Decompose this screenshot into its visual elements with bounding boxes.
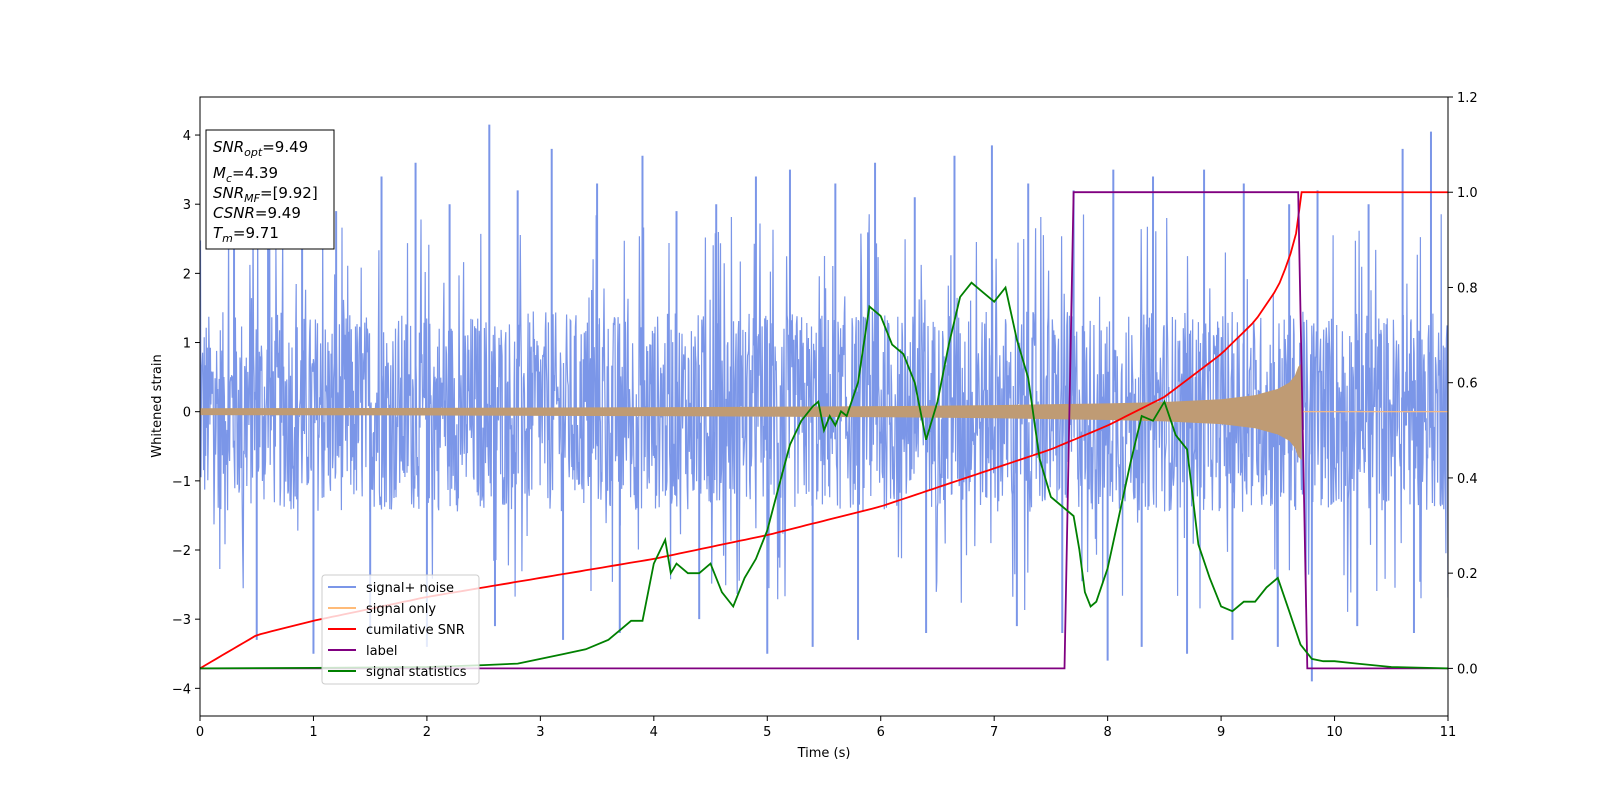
x-tick-label: 1 [309,725,317,740]
annotation-mc: Mc=4.39 [213,164,278,185]
legend-label-signal-only: signal only [366,602,436,617]
y-left-tick-label: −4 [172,682,191,697]
x-tick-label: 3 [536,725,544,740]
plot-frame [199,96,1449,717]
legend-label-cumulative-snr: cumilative SNR [366,623,465,638]
x-tick-label: 8 [1103,725,1111,740]
annotation-csnr: CSNR=9.49 [213,204,301,222]
annotation-snr-mf: SNRMF=[9.92] [213,184,318,205]
x-tick-label: 4 [650,725,658,740]
y-right-tick-label: 1.2 [1457,91,1478,106]
y-right-tick-label: 0.8 [1457,281,1478,296]
signal-noise-trace [200,211,1448,612]
signal-statistics-line [200,281,1448,670]
annotation-tm: Tm=9.71 [213,224,279,245]
plot-area [200,124,1448,682]
y-left-tick-label: −2 [172,544,191,559]
legend-label-label: label [366,644,397,659]
y-right-tick-label: 1.0 [1457,186,1478,201]
y-axis-label: Whitened strain [150,354,165,457]
annotation-box: SNRopt=9.49 Mc=4.39 SNRMF=[9.92] CSNR=9.… [205,129,335,250]
signal-noise-series [200,124,1448,682]
y-axis-left: 4 3 2 1 0 −1 −2 −3 −4 [172,129,200,697]
y-left-tick-label: 4 [183,129,191,144]
legend-label-signal-noise: signal+ noise [366,581,454,596]
y-left-tick-label: 2 [183,267,191,282]
x-tick-label: 0 [196,725,204,740]
legend: signal+ noise signal only cumilative SNR… [321,574,480,685]
y-right-tick-label: 0.2 [1457,567,1478,582]
x-axis-label: Time (s) [797,746,851,761]
y-right-tick-label: 0.6 [1457,377,1478,392]
y-left-tick-label: −3 [172,613,191,628]
legend-label-signal-statistics: signal statistics [366,665,467,680]
annotation-frame [205,129,335,250]
x-tick-label: 10 [1326,725,1343,740]
x-axis: 0 1 2 3 4 5 6 7 8 9 10 11 [196,716,1456,740]
signal-only-envelope [200,363,1302,461]
y-right-tick-label: 0.0 [1457,662,1478,677]
x-tick-label: 2 [423,725,431,740]
y-right-tick-label: 0.4 [1457,472,1478,487]
y-left-tick-label: −1 [172,475,191,490]
legend-frame [321,574,480,685]
x-tick-label: 6 [877,725,885,740]
label-line [200,191,1448,670]
x-tick-label: 11 [1440,725,1457,740]
y-left-tick-label: 3 [183,198,191,213]
y-axis-right: 1.2 1.0 0.8 0.6 0.4 0.2 0.0 [1448,91,1478,677]
x-tick-label: 9 [1217,725,1225,740]
y-left-tick-label: 0 [183,406,191,421]
y-left-tick-label: 1 [183,337,191,352]
x-tick-label: 7 [990,725,998,740]
x-tick-label: 5 [763,725,771,740]
annotation-snr-opt: SNRopt=9.49 [213,138,308,159]
signal-only-series [200,363,1448,461]
